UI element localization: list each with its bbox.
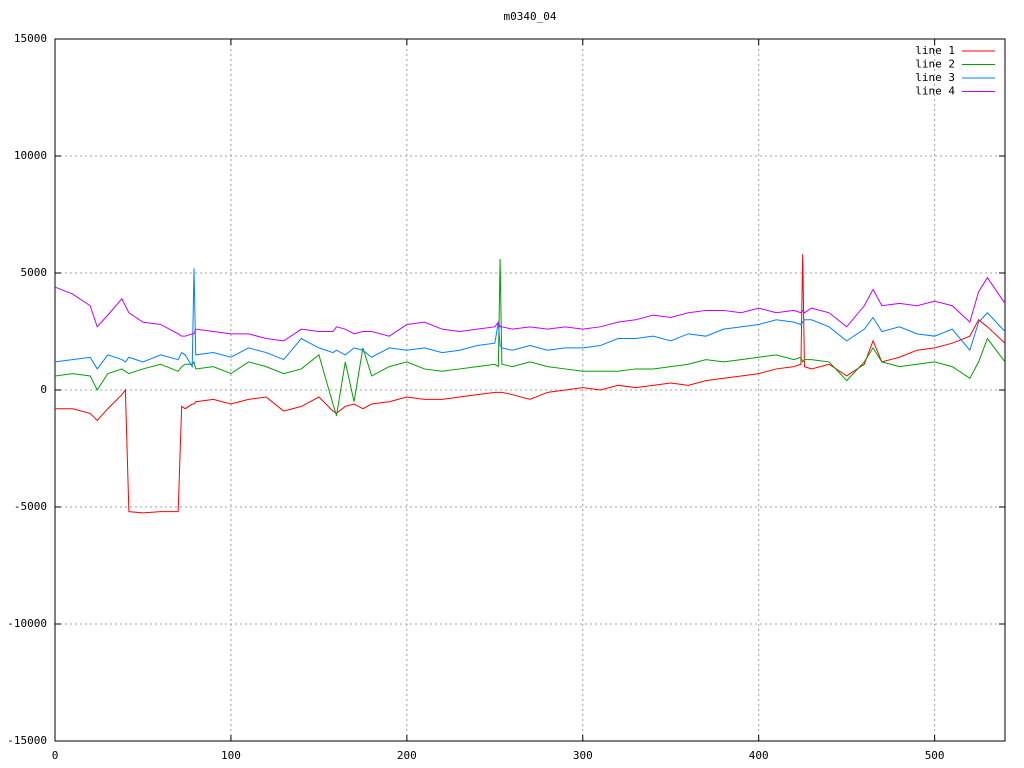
y-tick-label: 5000 bbox=[21, 266, 48, 279]
x-tick-label: 0 bbox=[52, 749, 59, 762]
legend-label: line 4 bbox=[915, 85, 955, 98]
x-tick-label: 400 bbox=[749, 749, 769, 762]
legend-label: line 2 bbox=[915, 58, 955, 71]
legend-label: line 3 bbox=[915, 71, 955, 84]
y-tick-label: 0 bbox=[40, 383, 47, 396]
x-tick-label: 500 bbox=[925, 749, 945, 762]
series-line bbox=[55, 254, 1006, 514]
y-tick-label: 15000 bbox=[14, 32, 47, 45]
x-tick-label: 100 bbox=[221, 749, 241, 762]
x-tick-label: 300 bbox=[573, 749, 593, 762]
plot-frame bbox=[54, 38, 1006, 742]
y-tick-label: -10000 bbox=[7, 617, 47, 630]
y-tick-label: 10000 bbox=[14, 149, 47, 162]
x-tick-label: 200 bbox=[397, 749, 417, 762]
series-line bbox=[54, 258, 1006, 416]
series-line bbox=[54, 276, 1006, 342]
y-tick-label: -5000 bbox=[14, 500, 47, 513]
chart-title: m0340_04 bbox=[504, 10, 557, 23]
y-tick-label: -15000 bbox=[7, 734, 47, 747]
legend-label: line 1 bbox=[915, 44, 955, 57]
